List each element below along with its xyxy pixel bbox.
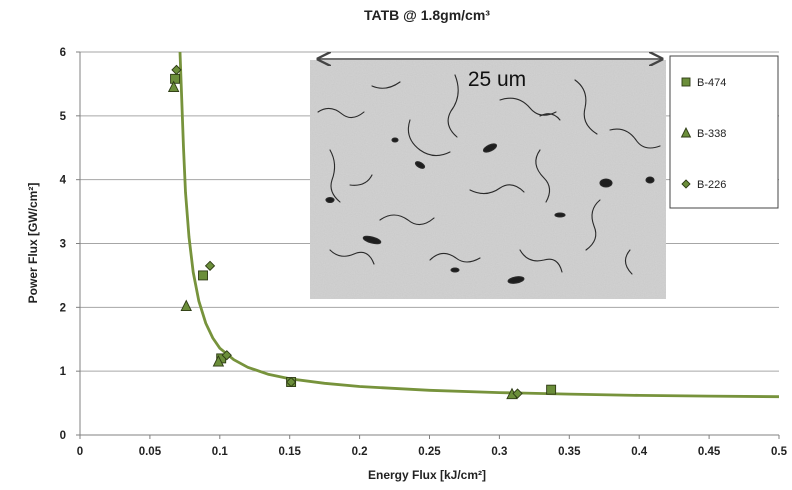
data-point-diamond	[204, 260, 216, 271]
y-tick-label: 3	[60, 239, 66, 251]
fit-curve	[178, 51, 780, 399]
chart-title: TATB @ 1.8gm/cm³	[364, 7, 490, 23]
data-point-square	[198, 270, 208, 281]
data-point-diamond	[171, 64, 182, 76]
x-tick-labels: 0 0.05 0.1 0.15 0.2 0.25 0.3 0.35 0.4 0.45 0.5	[77, 435, 788, 458]
y-tick-label: 2	[60, 302, 66, 314]
data-point-diamond	[221, 350, 232, 361]
legend: B-474 B-338 B-226	[669, 55, 779, 209]
x-tick-label: 0	[77, 446, 83, 458]
x-tick-label: 0.5	[771, 446, 788, 458]
x-tick-label: 0.4	[631, 446, 648, 458]
fit-curve-layer	[178, 51, 780, 399]
y-tick-label: 6	[60, 47, 66, 59]
x-tick-label: 0.3	[491, 446, 507, 458]
y-tick-label: 0	[60, 430, 66, 442]
y-axis-label: Power Flux [GW/cm²]	[26, 183, 40, 304]
data-point-diamond	[512, 388, 523, 399]
legend-label: B-474	[697, 77, 726, 89]
x-tick-label: 0.2	[352, 446, 368, 458]
legend-items: B-474 B-338 B-226	[680, 77, 726, 191]
y-tick-labels: 0 1 2 3 4 5 6	[60, 47, 80, 442]
x-tick-label: 0.35	[558, 446, 581, 458]
scale-label: 25 um	[468, 68, 526, 91]
y-tick-label: 1	[60, 366, 67, 378]
y-tick-label: 5	[60, 111, 67, 123]
data-point-triangle	[167, 80, 180, 93]
data-points-layer	[167, 64, 557, 400]
legend-marker-square	[681, 77, 691, 87]
legend-marker-triangle	[680, 126, 692, 138]
data-point-triangle	[180, 299, 192, 312]
legend-marker-diamond	[681, 179, 691, 189]
x-tick-label: 0.1	[212, 446, 229, 458]
data-point-square	[170, 73, 181, 84]
x-tick-label: 0.45	[698, 446, 721, 458]
data-point-square	[546, 384, 557, 395]
data-point-triangle	[212, 355, 225, 367]
x-tick-label: 0.05	[139, 446, 162, 458]
data-point-diamond	[285, 376, 297, 388]
x-tick-label: 0.15	[279, 446, 302, 458]
y-tick-label: 4	[60, 175, 67, 187]
inset-micrograph: 25 um	[310, 59, 666, 299]
legend-label: B-338	[697, 128, 726, 140]
inset-pores	[317, 74, 661, 284]
legend-label: B-226	[697, 179, 726, 191]
x-tick-label: 0.25	[418, 446, 441, 458]
x-axis-label: Energy Flux [kJ/cm²]	[368, 468, 486, 482]
